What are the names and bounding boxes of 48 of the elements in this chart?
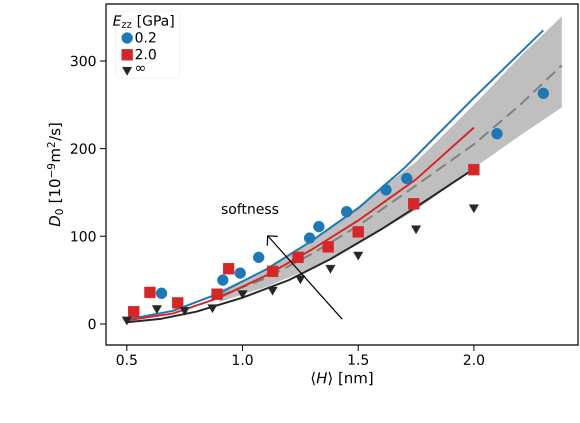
point xyxy=(380,184,392,196)
point xyxy=(411,225,421,234)
y-tick-label: 0 xyxy=(88,318,96,330)
point xyxy=(401,172,412,184)
x-axis-title: ⟨H⟩ [nm] xyxy=(312,372,372,386)
y-axis-title: D$_{0}$ [10$^{−9}$m$^{2}$/s] xyxy=(47,124,64,226)
legend-label: 2.0 xyxy=(136,48,156,60)
legend-label: 0.2 xyxy=(136,32,156,43)
point xyxy=(217,274,229,286)
point xyxy=(304,232,316,244)
point xyxy=(207,304,218,313)
point xyxy=(253,252,264,264)
point xyxy=(180,306,190,316)
point xyxy=(122,316,132,326)
point xyxy=(325,264,336,274)
point xyxy=(313,220,325,232)
point xyxy=(268,286,278,296)
point xyxy=(352,226,364,238)
point xyxy=(491,128,503,140)
point xyxy=(468,204,479,214)
legend-title: E$_{zz}$ [GPa] xyxy=(113,15,174,28)
point xyxy=(152,305,162,314)
point xyxy=(295,275,306,284)
point xyxy=(128,306,140,318)
legend-label: ∞ xyxy=(136,66,145,71)
x-tick-label: 1.5 xyxy=(348,354,368,365)
point xyxy=(234,267,246,279)
x-tick-label: 1.0 xyxy=(232,354,253,366)
point xyxy=(238,290,248,299)
point xyxy=(144,286,156,298)
point xyxy=(353,252,364,260)
point xyxy=(340,206,352,218)
y-tick-label: 200 xyxy=(70,143,96,154)
point xyxy=(211,288,223,300)
y-tick-label: 100 xyxy=(71,231,96,242)
point xyxy=(538,88,549,100)
point xyxy=(266,266,278,278)
x-tick-label: 0.5 xyxy=(116,354,137,366)
x-tick-label: 2.0 xyxy=(464,354,484,366)
point xyxy=(292,252,304,264)
y-tick-label: 300 xyxy=(70,56,96,66)
point xyxy=(322,241,334,252)
point xyxy=(222,263,234,274)
point xyxy=(156,288,168,299)
point xyxy=(172,297,184,309)
point xyxy=(408,198,420,210)
point xyxy=(468,164,480,176)
annotation: softness xyxy=(222,203,278,214)
